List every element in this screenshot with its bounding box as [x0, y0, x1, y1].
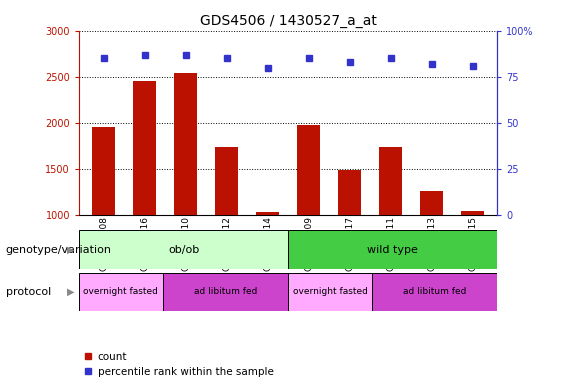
- Text: genotype/variation: genotype/variation: [6, 245, 112, 255]
- Bar: [288, 230, 497, 269]
- Text: ad libitum fed: ad libitum fed: [403, 287, 466, 296]
- Text: ▶: ▶: [67, 245, 75, 255]
- Text: wild type: wild type: [367, 245, 418, 255]
- Bar: [297, 125, 320, 215]
- Title: GDS4506 / 1430527_a_at: GDS4506 / 1430527_a_at: [199, 14, 377, 28]
- Bar: [257, 212, 279, 215]
- Bar: [372, 273, 497, 311]
- Text: overnight fasted: overnight fasted: [293, 287, 367, 296]
- Bar: [379, 147, 402, 215]
- Bar: [93, 127, 115, 215]
- Text: ad libitum fed: ad libitum fed: [194, 287, 257, 296]
- Bar: [79, 230, 288, 269]
- Text: overnight fasted: overnight fasted: [84, 287, 158, 296]
- Bar: [175, 73, 197, 215]
- Text: protocol: protocol: [6, 287, 51, 297]
- Bar: [288, 273, 372, 311]
- Bar: [338, 170, 361, 215]
- Bar: [163, 273, 288, 311]
- Text: ob/ob: ob/ob: [168, 245, 199, 255]
- Bar: [215, 147, 238, 215]
- Bar: [79, 273, 163, 311]
- Bar: [462, 211, 484, 215]
- Text: ▶: ▶: [67, 287, 75, 297]
- Bar: [420, 191, 443, 215]
- Legend: count, percentile rank within the sample: count, percentile rank within the sample: [84, 352, 273, 377]
- Bar: [133, 81, 156, 215]
